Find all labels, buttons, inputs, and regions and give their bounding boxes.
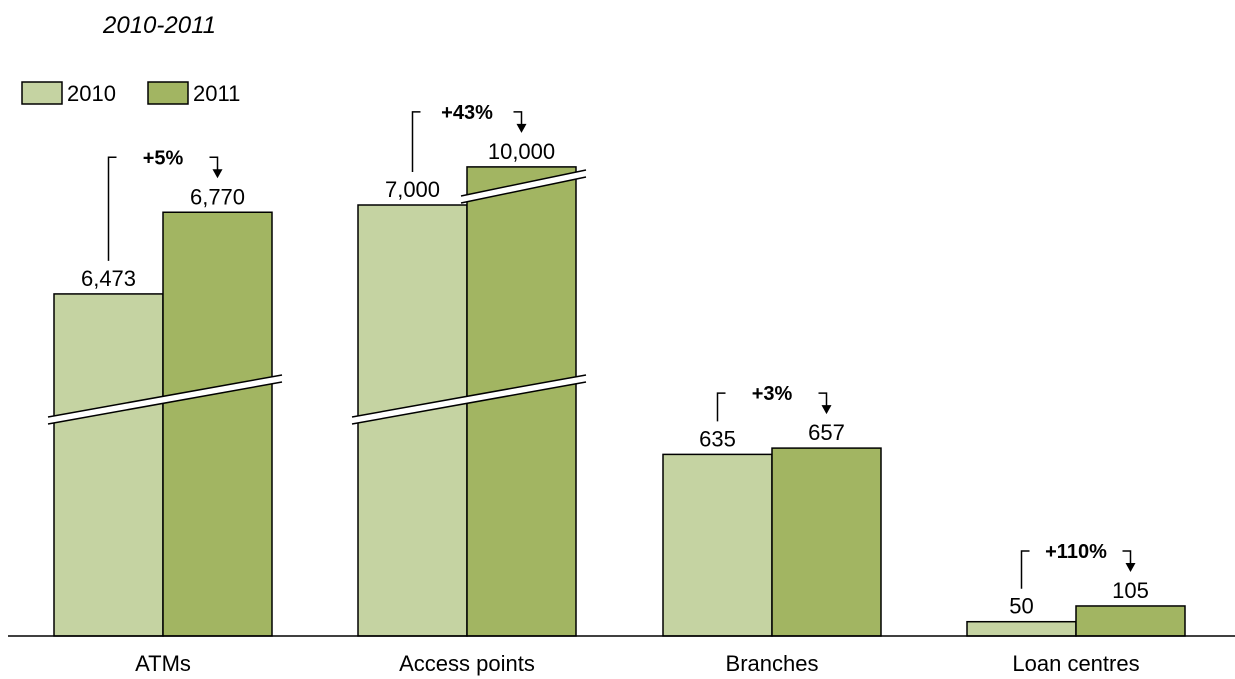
value-label-2010-3: 50 [1009, 594, 1033, 619]
value-label-2011-2: 657 [808, 420, 845, 445]
bar-2010-0 [53, 293, 164, 637]
change-bracket-right-1 [513, 111, 523, 125]
legend: 2010 2011 [21, 81, 240, 106]
bar-2011-3 [1075, 605, 1186, 637]
change-bracket-left-1 [411, 111, 421, 172]
change-label-1: +43% [441, 102, 493, 124]
change-label-2: +3% [752, 383, 793, 405]
value-label-2011-1: 10,000 [488, 139, 555, 164]
legend-label-2010: 2010 [67, 81, 116, 106]
axis-breaks [47, 169, 587, 425]
bars [53, 166, 1186, 637]
legend-label-2011: 2011 [193, 81, 240, 106]
change-arrowhead-1 [516, 123, 527, 133]
legend-swatch-2010 [21, 81, 63, 105]
axis-break-0-gap [48, 375, 282, 424]
bar-2010-2 [662, 453, 773, 637]
legend-swatch-2011 [147, 81, 189, 105]
axis-break-top-1-line-a [460, 169, 587, 197]
bar-2011-2 [771, 447, 882, 637]
axis-break-0-line-a [47, 374, 283, 418]
change-label-0: +5% [143, 147, 184, 169]
axis-break-top-1-gap [461, 170, 586, 203]
value-label-2010-1: 7,000 [385, 177, 440, 202]
axis-break-1-line-b [351, 381, 587, 425]
change-label-3: +110% [1045, 541, 1107, 563]
change-bracket-right-2 [818, 392, 828, 407]
change-arrowhead-3 [1125, 562, 1136, 572]
axis-break-0-line-b [47, 381, 283, 425]
change-arrowhead-0 [212, 169, 223, 179]
change-bracket-left-2 [716, 392, 726, 422]
chart-subtitle: 2010-2011 [102, 12, 216, 39]
value-label-2010-0: 6,473 [81, 266, 136, 291]
change-arrowhead-2 [821, 405, 832, 415]
category-label-1: Access points [399, 651, 535, 676]
bar-2010-1 [357, 204, 468, 637]
axis-break-1-line-a [351, 374, 587, 418]
bar-2011-1 [466, 166, 577, 637]
change-bracket-right-3 [1122, 550, 1132, 564]
value-labels: 6,473 6,770 7,000 10,000 635 657 50 105 [81, 139, 1149, 619]
change-annotations: +5% +43% +3% +110% [107, 102, 1136, 589]
bar-2011-0 [162, 211, 273, 637]
value-label-2011-3: 105 [1112, 578, 1149, 603]
category-labels: ATMs Access points Branches Loan centres [135, 651, 1140, 676]
axis-break-top-1-line-b [460, 176, 587, 204]
axis-break-1-gap [352, 375, 586, 424]
category-label-2: Branches [726, 651, 819, 676]
change-bracket-left-3 [1020, 550, 1030, 589]
change-bracket-left-0 [107, 156, 117, 261]
category-label-3: Loan centres [1012, 651, 1139, 676]
category-label-0: ATMs [135, 651, 191, 676]
bar-2010-3 [966, 620, 1077, 637]
change-bracket-right-0 [209, 156, 219, 171]
value-label-2010-2: 635 [699, 426, 736, 451]
value-label-2011-0: 6,770 [190, 184, 245, 209]
